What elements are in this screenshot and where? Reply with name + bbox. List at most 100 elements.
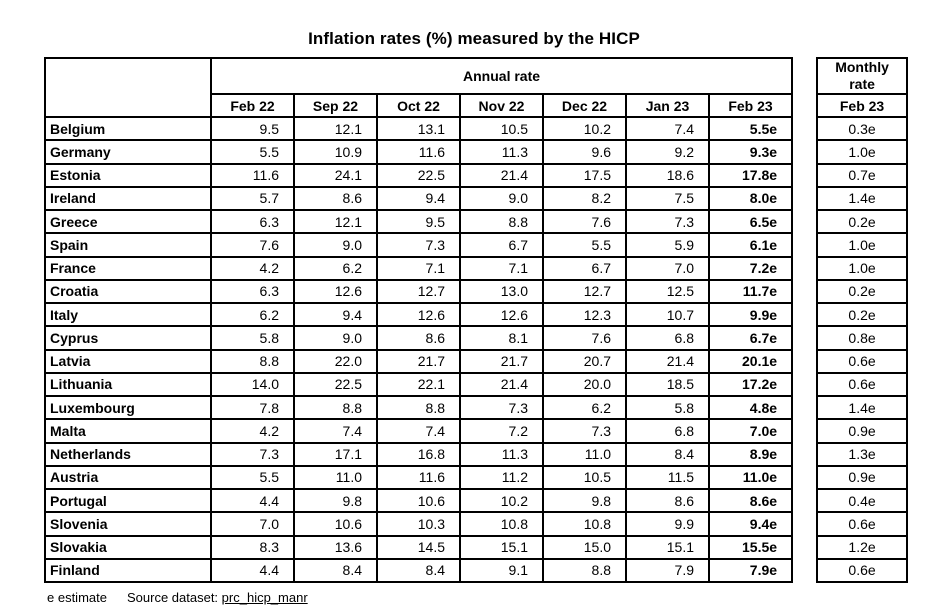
- annual-value: 8.4: [625, 441, 710, 467]
- country-label-lithuania: Lithuania: [44, 371, 212, 398]
- annual-value: 5.5: [210, 139, 295, 165]
- annual-value: 8.8: [542, 557, 627, 584]
- annual-value: 6.5e: [707, 208, 794, 235]
- annual-value: 5.5: [210, 464, 295, 491]
- column-header-oct-22: Oct 22: [376, 93, 461, 118]
- annual-value: 4.2: [210, 255, 295, 281]
- annual-value: 7.6: [542, 208, 627, 235]
- annual-value: 9.4: [376, 185, 461, 212]
- annual-value: 11.0: [293, 464, 378, 491]
- country-label-malta: Malta: [44, 418, 212, 444]
- table-row: Ireland 5.7 8.6 9.4 9.0 8.2 7.5 8.0e: [44, 185, 794, 212]
- monthly-value: 0.6e: [816, 557, 909, 584]
- annual-value: 8.9e: [707, 441, 794, 467]
- annual-value: 8.8: [376, 394, 461, 421]
- table-row: Cyprus 5.8 9.0 8.6 8.1 7.6 6.8 6.7e: [44, 325, 794, 351]
- monthly-table-row: 1.2e: [816, 534, 909, 560]
- annual-value: 7.3: [459, 394, 544, 421]
- annual-value: 7.6: [210, 232, 295, 258]
- annual-value: 20.1e: [707, 348, 794, 374]
- annual-value: 7.1: [459, 255, 544, 281]
- monthly-table-row: 0.2e: [816, 208, 909, 235]
- country-label-slovenia: Slovenia: [44, 511, 212, 537]
- monthly-value: 0.6e: [816, 348, 909, 374]
- annual-value: 11.0: [542, 441, 627, 467]
- tables-container: Annual rate Feb 22 Sep 22 Oct 22 Nov 22 Dec …: [44, 57, 936, 584]
- annual-value: 8.4: [376, 557, 461, 584]
- corner-cell: [44, 57, 212, 118]
- annual-value: 12.5: [625, 278, 710, 305]
- annual-value: 18.5: [625, 371, 710, 398]
- annual-value: 6.8: [625, 325, 710, 351]
- source-dataset-link[interactable]: prc_hicp_manr: [221, 590, 308, 605]
- monthly-value: 0.2e: [816, 301, 909, 328]
- annual-value: 21.4: [459, 371, 544, 398]
- table-row: Latvia 8.8 22.0 21.7 21.7 20.7 21.4 20.1e: [44, 348, 794, 374]
- annual-value: 10.9: [293, 139, 378, 165]
- monthly-table-row: 0.9e: [816, 418, 909, 444]
- country-label-greece: Greece: [44, 208, 212, 235]
- annual-value: 8.8: [210, 348, 295, 374]
- table-row: Greece 6.3 12.1 9.5 8.8 7.6 7.3 6.5e: [44, 208, 794, 235]
- monthly-value: 1.3e: [816, 441, 909, 467]
- annual-value: 12.1: [293, 208, 378, 235]
- annual-value: 12.7: [542, 278, 627, 305]
- annual-value: 6.2: [293, 255, 378, 281]
- monthly-table-row: 1.4e: [816, 185, 909, 212]
- monthly-value: 0.2e: [816, 208, 909, 235]
- annual-value: 20.0: [542, 371, 627, 398]
- monthly-value: 1.4e: [816, 394, 909, 421]
- annual-value: 14.0: [210, 371, 295, 398]
- monthly-table-row: 0.4e: [816, 487, 909, 514]
- annual-value: 6.3: [210, 278, 295, 305]
- column-header-dec-22: Dec 22: [542, 93, 627, 118]
- monthly-table-row: 0.6e: [816, 557, 909, 584]
- country-label-portugal: Portugal: [44, 487, 212, 514]
- table-row: Finland 4.4 8.4 8.4 9.1 8.8 7.9 7.9e: [44, 557, 794, 584]
- annual-value: 24.1: [293, 162, 378, 188]
- annual-value: 12.3: [542, 301, 627, 328]
- monthly-table-row: 1.4e: [816, 394, 909, 421]
- column-header-monthly-feb-23: Feb 23: [816, 93, 909, 118]
- monthly-value: 1.0e: [816, 139, 909, 165]
- annual-value: 10.2: [459, 487, 544, 514]
- annual-value: 7.3: [542, 418, 627, 444]
- country-label-ireland: Ireland: [44, 185, 212, 212]
- table-row: Slovenia 7.0 10.6 10.3 10.8 10.8 9.9 9.4e: [44, 511, 794, 537]
- annual-value: 14.5: [376, 534, 461, 560]
- monthly-value: 1.0e: [816, 255, 909, 281]
- annual-value: 7.0: [625, 255, 710, 281]
- annual-value: 22.1: [376, 371, 461, 398]
- annual-value: 15.5e: [707, 534, 794, 560]
- annual-value: 8.6e: [707, 487, 794, 514]
- source-label: Source dataset:: [126, 590, 219, 605]
- annual-value: 9.8: [293, 487, 378, 514]
- annual-value: 9.0: [293, 232, 378, 258]
- annual-value: 8.8: [293, 394, 378, 421]
- annual-value: 5.8: [625, 394, 710, 421]
- annual-value: 10.3: [376, 511, 461, 537]
- monthly-table-row: 0.6e: [816, 348, 909, 374]
- annual-value: 11.0e: [707, 464, 794, 491]
- annual-value: 15.0: [542, 534, 627, 560]
- column-header-jan-23: Jan 23: [625, 93, 710, 118]
- annual-value: 10.5: [542, 464, 627, 491]
- monthly-table-row: 1.0e: [816, 232, 909, 258]
- table-row: Belgium 9.5 12.1 13.1 10.5 10.2 7.4 5.5e: [44, 115, 794, 142]
- annual-value: 5.7: [210, 185, 295, 212]
- annual-value: 12.7: [376, 278, 461, 305]
- monthly-value: 0.9e: [816, 464, 909, 491]
- annual-value: 10.6: [376, 487, 461, 514]
- annual-value: 8.2: [542, 185, 627, 212]
- annual-value: 11.6: [376, 139, 461, 165]
- monthly-rate-group-header: Monthly rate: [816, 57, 909, 95]
- annual-value: 7.9: [625, 557, 710, 584]
- annual-value: 7.4: [293, 418, 378, 444]
- annual-value: 6.7e: [707, 325, 794, 351]
- country-label-latvia: Latvia: [44, 348, 212, 374]
- annual-value: 9.6: [542, 139, 627, 165]
- annual-value: 12.6: [459, 301, 544, 328]
- annual-value: 10.8: [459, 511, 544, 537]
- annual-value: 10.5: [459, 115, 544, 142]
